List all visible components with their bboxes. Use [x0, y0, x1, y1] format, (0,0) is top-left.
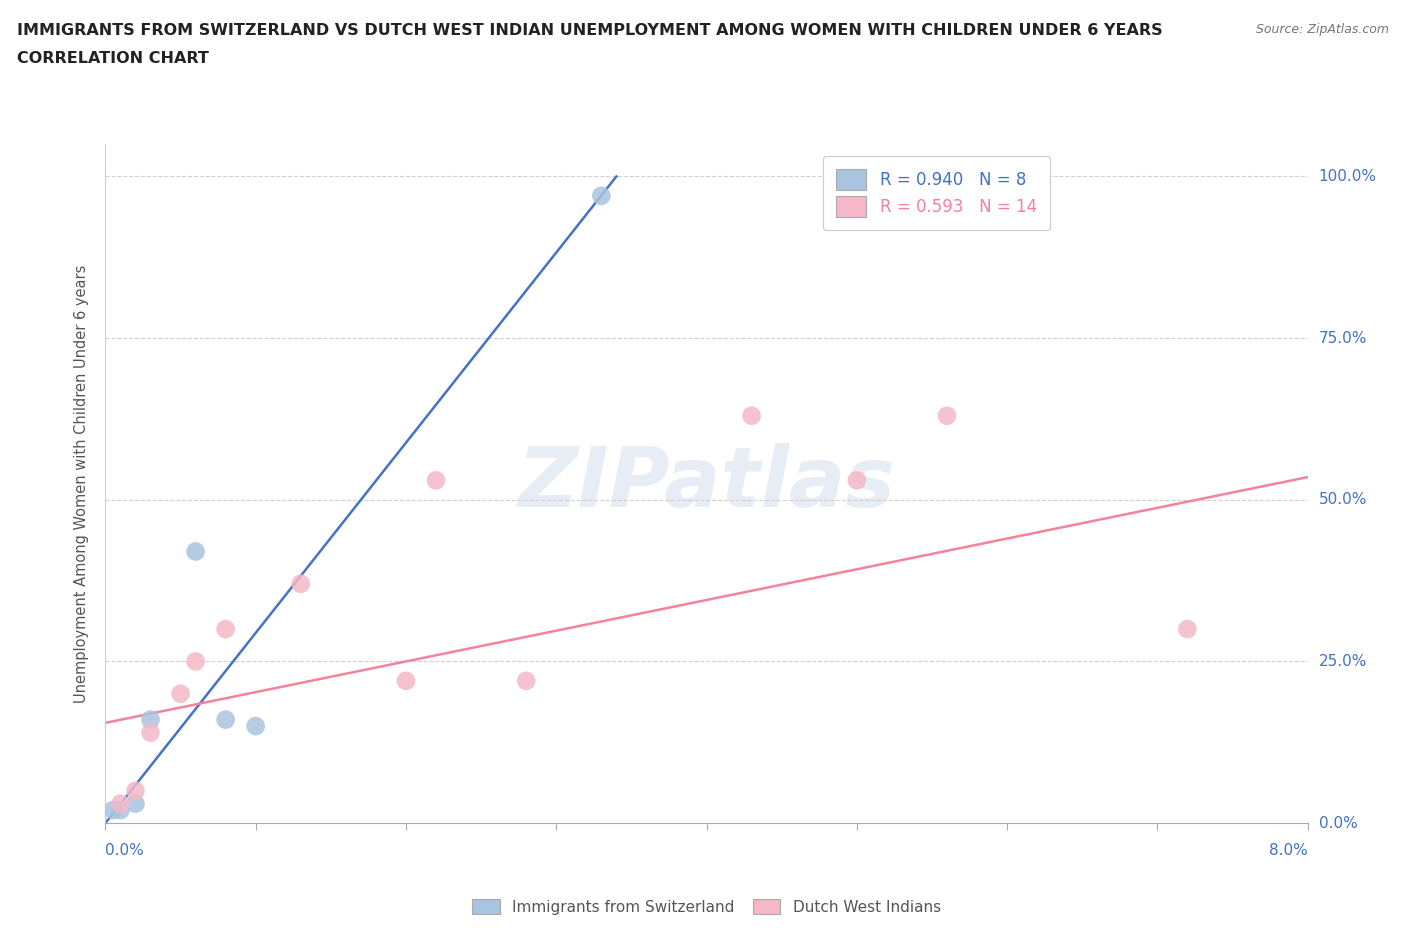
Point — [214, 712, 236, 727]
Text: Source: ZipAtlas.com: Source: ZipAtlas.com — [1256, 23, 1389, 36]
Text: CORRELATION CHART: CORRELATION CHART — [17, 51, 208, 66]
Point — [124, 783, 146, 798]
Point — [110, 796, 132, 811]
Text: IMMIGRANTS FROM SWITZERLAND VS DUTCH WEST INDIAN UNEMPLOYMENT AMONG WOMEN WITH C: IMMIGRANTS FROM SWITZERLAND VS DUTCH WES… — [17, 23, 1163, 38]
Point — [245, 719, 267, 734]
Point — [515, 673, 537, 688]
Text: ZIPatlas: ZIPatlas — [517, 443, 896, 525]
Point — [591, 189, 613, 204]
Point — [124, 796, 146, 811]
Text: 50.0%: 50.0% — [1319, 492, 1367, 507]
Point — [169, 686, 191, 701]
Text: 100.0%: 100.0% — [1319, 169, 1376, 184]
Point — [741, 408, 763, 423]
Text: 0.0%: 0.0% — [105, 844, 145, 858]
Point — [845, 473, 868, 488]
Point — [110, 803, 132, 817]
Point — [936, 408, 959, 423]
Point — [425, 473, 447, 488]
Point — [290, 577, 312, 591]
Point — [139, 725, 162, 740]
Text: 8.0%: 8.0% — [1268, 844, 1308, 858]
Point — [1175, 621, 1198, 636]
Point — [101, 803, 124, 817]
Text: 25.0%: 25.0% — [1319, 654, 1367, 669]
Point — [184, 544, 207, 559]
Text: 0.0%: 0.0% — [1319, 816, 1357, 830]
Point — [184, 654, 207, 669]
Text: 75.0%: 75.0% — [1319, 331, 1367, 346]
Legend: Immigrants from Switzerland, Dutch West Indians: Immigrants from Switzerland, Dutch West … — [467, 893, 946, 921]
Point — [139, 712, 162, 727]
Point — [214, 621, 236, 636]
Y-axis label: Unemployment Among Women with Children Under 6 years: Unemployment Among Women with Children U… — [75, 264, 90, 703]
Point — [395, 673, 418, 688]
